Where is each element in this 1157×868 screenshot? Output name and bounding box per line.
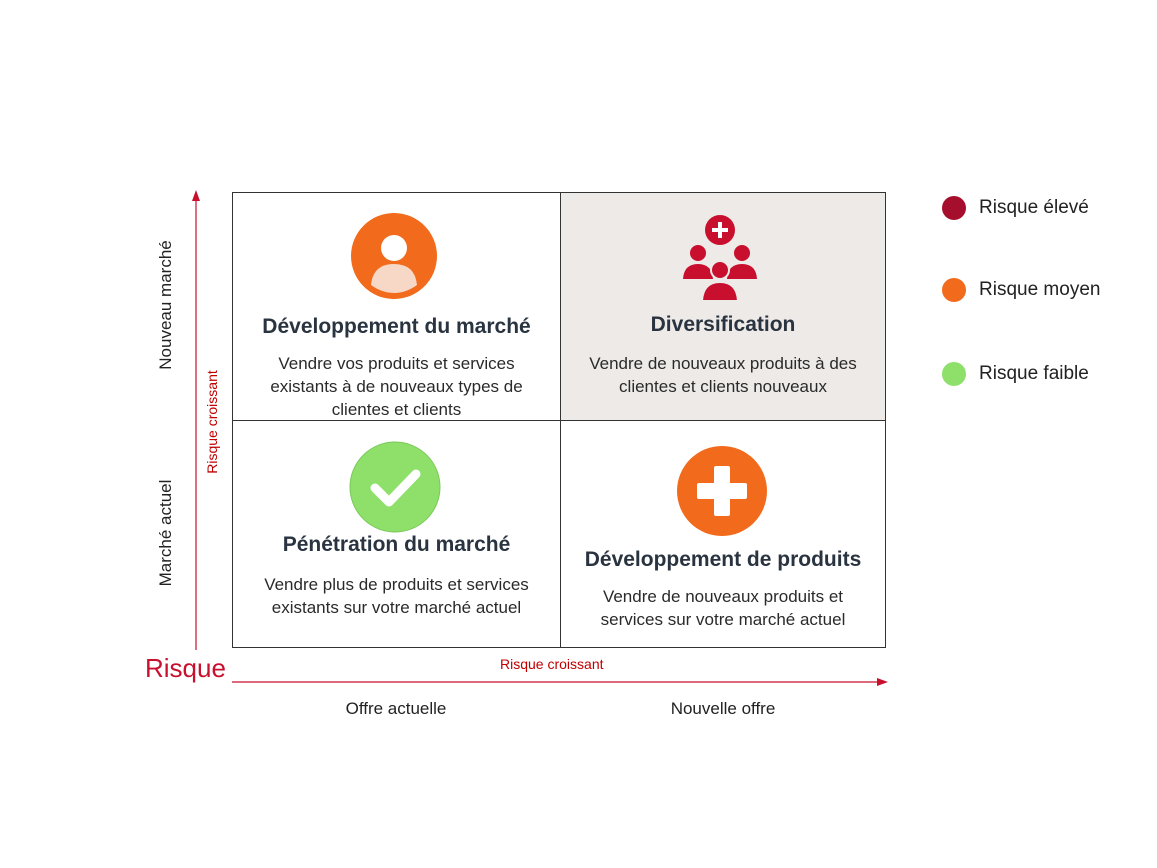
- legend-label: Risque faible: [979, 363, 1089, 384]
- quadrant-product-development: Développement de produits Vendre de nouv…: [561, 421, 885, 647]
- y-label-top: Nouveau marché: [156, 240, 175, 370]
- quadrant-market-penetration: Pénétration du marché Vendre plus de pro…: [233, 421, 561, 647]
- quadrant-description: Vendre plus de produits et services exis…: [264, 575, 529, 617]
- x-axis-arrow: [232, 678, 888, 686]
- legend-item-low-risk: Risque faible: [942, 361, 1089, 387]
- dot-icon: [942, 362, 966, 386]
- quadrant-title: Diversification: [650, 313, 796, 336]
- dot-icon: [942, 196, 966, 220]
- legend-item-medium-risk: Risque moyen: [942, 277, 1100, 303]
- x-axis-risk-label: Risque croissant: [500, 656, 604, 672]
- legend-label: Risque moyen: [979, 279, 1101, 300]
- legend-label: Risque élevé: [979, 197, 1089, 218]
- x-label-right: Nouvelle offre: [670, 699, 776, 718]
- quadrant-diversification: Diversification Vendre de nouveaux produ…: [561, 193, 885, 421]
- quadrant-title: Développement de produits: [584, 548, 862, 571]
- group-plus-icon: [683, 215, 757, 302]
- checkmark-icon: [349, 441, 441, 533]
- quadrant-description: Vendre de nouveaux produits à des client…: [589, 354, 857, 396]
- y-label-bottom: Marché actuel: [156, 479, 175, 587]
- dot-icon: [942, 278, 966, 302]
- y-axis-arrow: [192, 190, 200, 650]
- quadrant-market-development: Développement du marché Vendre vos produ…: [233, 193, 561, 421]
- person-icon: [351, 213, 437, 299]
- legend-item-high-risk: Risque élevé: [942, 195, 1089, 221]
- risk-label: Risque: [145, 653, 226, 683]
- plus-icon: [677, 446, 767, 536]
- y-axis-risk-label: Risque croissant: [204, 370, 220, 474]
- x-label-left: Offre actuelle: [345, 699, 447, 718]
- quadrant-description: Vendre vos produits et services existant…: [270, 354, 523, 419]
- ansoff-matrix: Développement du marché Vendre vos produ…: [232, 192, 886, 648]
- quadrant-title: Pénétration du marché: [282, 533, 511, 556]
- quadrant-description: Vendre de nouveaux produits et services …: [600, 587, 846, 629]
- quadrant-title: Développement du marché: [262, 315, 531, 338]
